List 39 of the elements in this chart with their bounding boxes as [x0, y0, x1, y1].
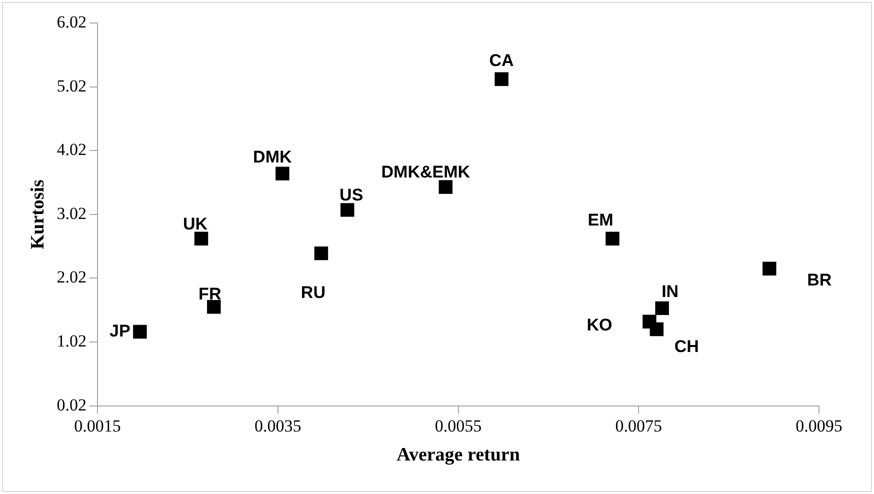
- x-tick-label: 0.0075: [615, 416, 662, 436]
- x-tick-label: 0.0035: [254, 416, 302, 436]
- annotation: RU: [300, 283, 326, 302]
- y-tick-label: 1.02: [56, 331, 87, 350]
- x-tick-label: 0.0015: [74, 416, 121, 436]
- y-axis-title: Kurtosis: [27, 180, 48, 250]
- point: [276, 166, 290, 180]
- annotation: BR: [807, 270, 832, 290]
- point: [494, 72, 508, 86]
- annotation: DMK&EMK: [381, 162, 471, 182]
- point: [340, 203, 354, 217]
- y-tick-label: 0.02: [56, 395, 87, 414]
- annotation: CA: [489, 50, 514, 70]
- point: [314, 246, 328, 260]
- x-tick-label: 0.0095: [796, 416, 842, 436]
- annotation: CH: [674, 336, 699, 356]
- point: [650, 322, 664, 336]
- annotation: UK: [182, 214, 208, 234]
- annotation: US: [340, 186, 364, 205]
- annotation: EM: [588, 210, 614, 230]
- point: [655, 301, 669, 316]
- y-tick-label: 2.02: [56, 268, 87, 287]
- annotation: FR: [198, 284, 222, 304]
- point: [133, 324, 147, 339]
- point: [762, 262, 776, 276]
- annotation: JP: [110, 321, 130, 340]
- y-tick-label: 5.02: [56, 76, 87, 96]
- point: [438, 180, 453, 194]
- point: [207, 300, 221, 314]
- x-axis-title: Average return: [396, 444, 520, 466]
- point: [606, 232, 620, 246]
- annotation: DMK: [253, 147, 292, 166]
- point: [194, 232, 208, 246]
- y-tick-label: 3.02: [56, 204, 87, 223]
- annotation: IN: [662, 282, 679, 301]
- y-tick-label: 6.02: [56, 12, 87, 32]
- y-tick-label: 4.02: [56, 140, 87, 160]
- x-tick-label: 0.0055: [434, 416, 482, 436]
- annotation: KO: [586, 315, 612, 334]
